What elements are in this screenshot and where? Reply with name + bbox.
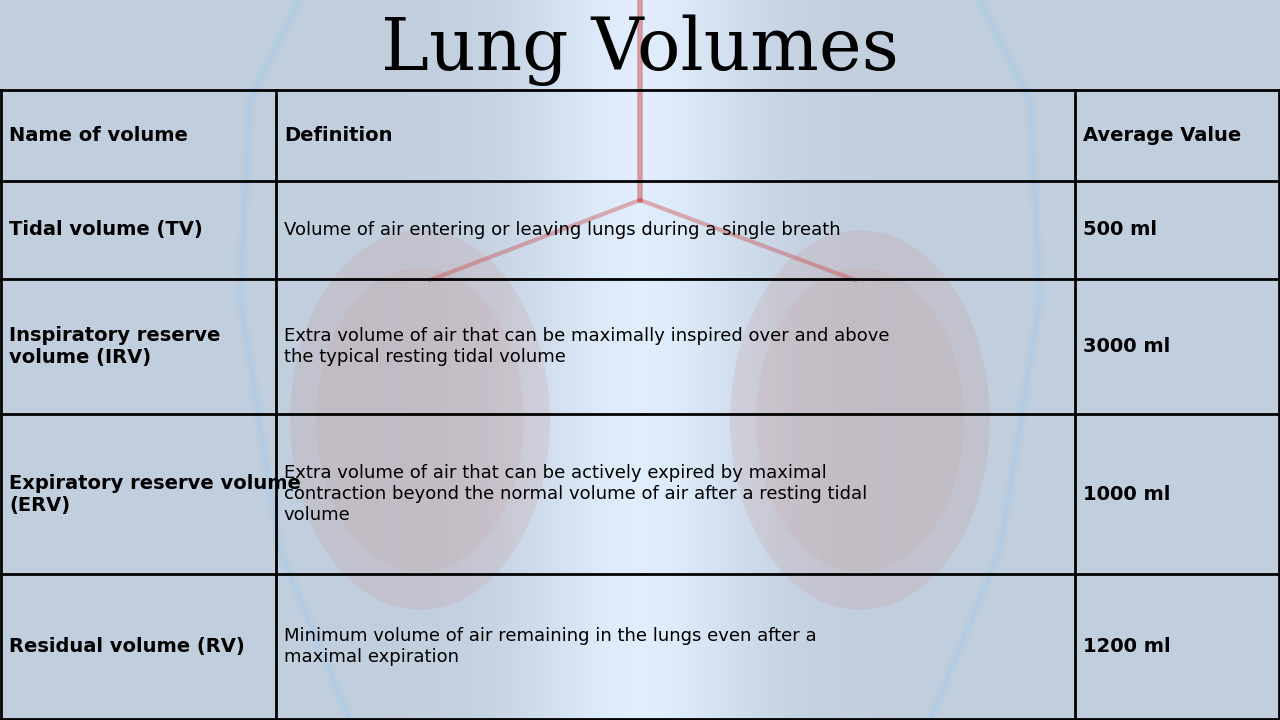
- Text: Lung Volumes: Lung Volumes: [381, 14, 899, 86]
- Ellipse shape: [316, 268, 524, 572]
- Text: Expiratory reserve volume
(ERV): Expiratory reserve volume (ERV): [9, 474, 301, 515]
- Text: Name of volume: Name of volume: [9, 126, 188, 145]
- Text: Tidal volume (TV): Tidal volume (TV): [9, 220, 202, 240]
- Text: 1200 ml: 1200 ml: [1083, 637, 1170, 656]
- Text: Average Value: Average Value: [1083, 126, 1240, 145]
- Ellipse shape: [730, 230, 989, 610]
- Text: 3000 ml: 3000 ml: [1083, 337, 1170, 356]
- Text: 1000 ml: 1000 ml: [1083, 485, 1170, 503]
- Text: Residual volume (RV): Residual volume (RV): [9, 637, 244, 656]
- Ellipse shape: [291, 230, 550, 610]
- Text: Inspiratory reserve
volume (IRV): Inspiratory reserve volume (IRV): [9, 326, 220, 366]
- Text: Extra volume of air that can be maximally inspired over and above
the typical re: Extra volume of air that can be maximall…: [284, 327, 890, 366]
- Ellipse shape: [756, 268, 964, 572]
- Text: Volume of air entering or leaving lungs during a single breath: Volume of air entering or leaving lungs …: [284, 221, 841, 239]
- Text: Definition: Definition: [284, 126, 392, 145]
- Text: Minimum volume of air remaining in the lungs even after a
maximal expiration: Minimum volume of air remaining in the l…: [284, 627, 817, 666]
- Text: 500 ml: 500 ml: [1083, 220, 1157, 240]
- Text: Extra volume of air that can be actively expired by maximal
contraction beyond t: Extra volume of air that can be actively…: [284, 464, 867, 524]
